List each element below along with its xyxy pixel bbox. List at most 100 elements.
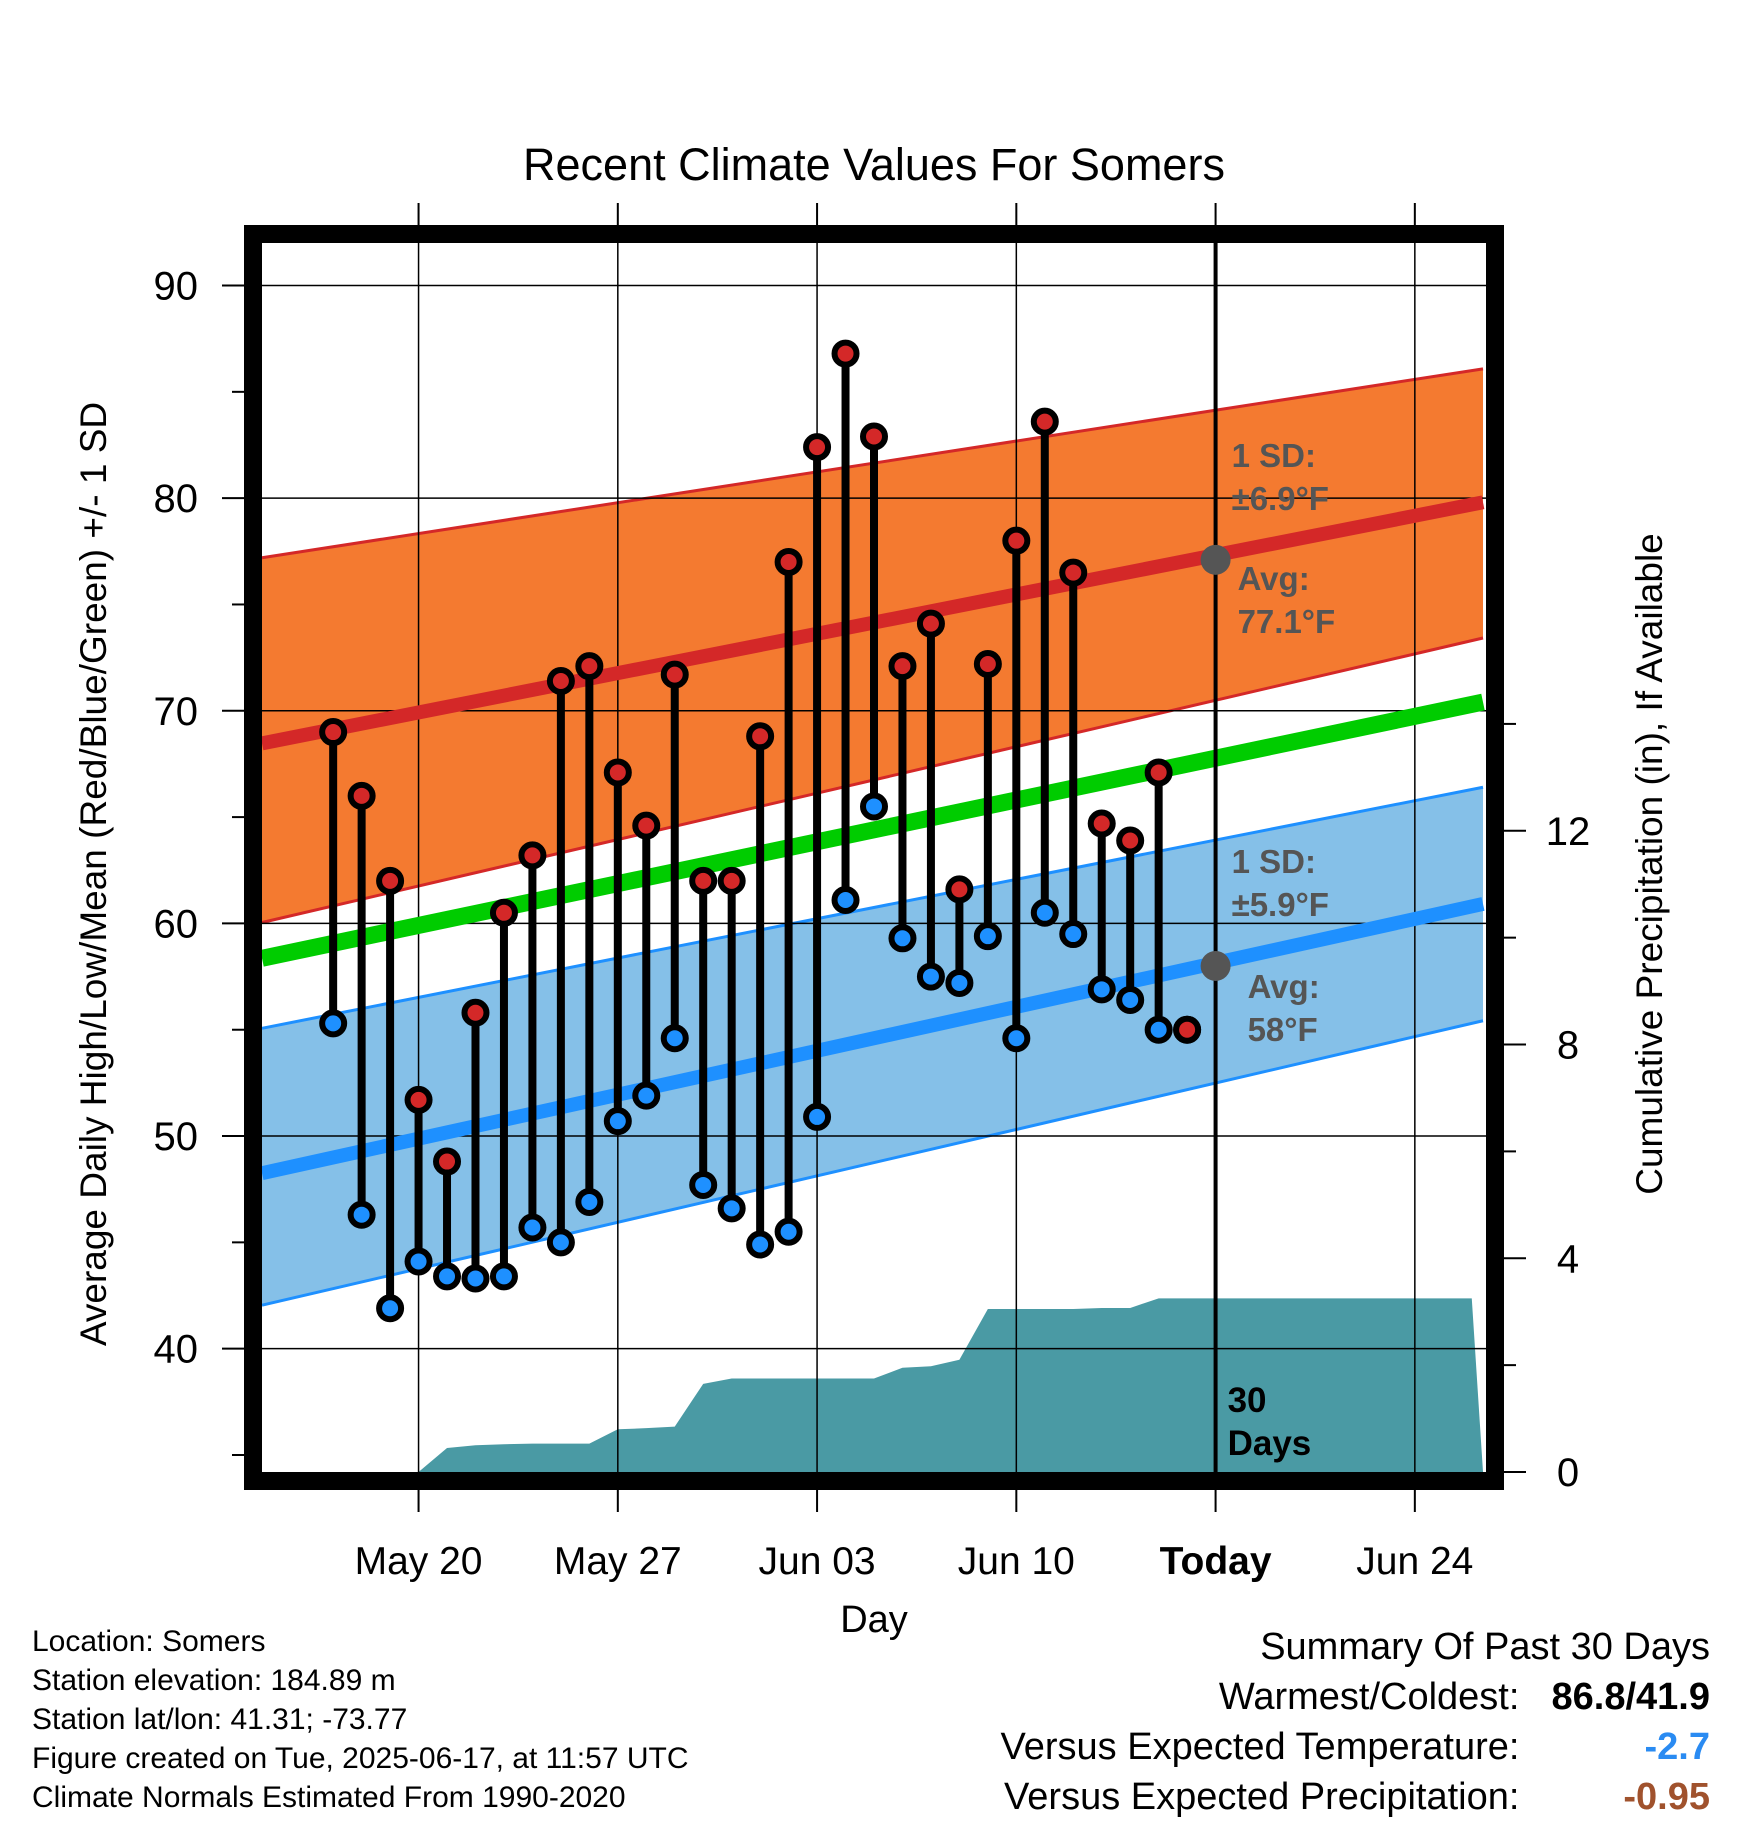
high-sd-value: ±6.9°F [1232, 480, 1329, 517]
y-axis-label: Average Daily High/Low/Mean (Red/Blue/Gr… [73, 402, 114, 1346]
daily-low-point [717, 1194, 746, 1223]
x-axis-label: Day [840, 1599, 908, 1641]
daily-low-point [404, 1247, 433, 1276]
daily-low-point [461, 1264, 490, 1293]
warm-cold-value: 86.8/41.9 [1551, 1676, 1710, 1718]
low-sd-value: ±5.9°F [1232, 886, 1329, 923]
precip-value: -0.95 [1623, 1776, 1710, 1818]
y-tick-label: 80 [154, 477, 199, 521]
daily-low-point [831, 886, 860, 915]
daily-low-point [518, 1213, 547, 1242]
daily-high-point [433, 1147, 462, 1176]
daily-high-point [461, 998, 490, 1027]
daily-high-point [319, 718, 348, 747]
daily-high-point [973, 650, 1002, 679]
low-sd-band-lower-edge [261, 1019, 1484, 1307]
daily-high-point [632, 811, 661, 840]
location-text: Location: Somers [32, 1625, 266, 1658]
y2-tick-label: 12 [1546, 810, 1591, 854]
y2-axis-label: Cumulative Precipitation (in), If Availa… [1629, 533, 1670, 1195]
daily-low-point [1116, 985, 1145, 1014]
daily-low-point [1087, 975, 1116, 1004]
y-tick-label: 90 [154, 265, 199, 309]
daily-low-point [803, 1102, 832, 1131]
daily-high-point [575, 652, 604, 681]
daily-high-point [831, 339, 860, 368]
daily-observations [319, 339, 1202, 1323]
x-tick-label: May 20 [355, 1540, 483, 1583]
low-avg-label: Avg: [1248, 968, 1320, 1005]
daily-high-point [404, 1085, 433, 1114]
today-high-avg-dot [1200, 544, 1231, 575]
daily-high-point [1144, 758, 1173, 787]
elevation-text: Station elevation: 184.89 m [32, 1664, 396, 1697]
daily-high-point [347, 781, 376, 810]
daily-high-point [660, 660, 689, 689]
daily-high-point [518, 841, 547, 870]
daily-low-point [689, 1170, 718, 1199]
summary-warm-cold: Warmest/Coldest: 86.8/41.9 [1001, 1672, 1710, 1722]
low-sd-band [262, 787, 1483, 1306]
high-avg-value: 77.1°F [1238, 603, 1336, 640]
low-sd-label: 1 SD: [1232, 843, 1316, 880]
daily-low-point [860, 792, 888, 821]
daily-high-point [860, 422, 888, 451]
summary-title: Summary Of Past 30 Days [1260, 1626, 1710, 1668]
daily-low-point [746, 1230, 775, 1259]
daily-low-point [1030, 898, 1059, 927]
daily-low-point [347, 1200, 376, 1229]
y-tick-label: 40 [154, 1328, 199, 1372]
daily-high-point [945, 875, 974, 904]
daily-low-point [1059, 920, 1088, 949]
daily-low-point [489, 1262, 518, 1291]
x-tick-label: Jun 24 [1356, 1540, 1473, 1583]
y2-tick-label: 8 [1557, 1024, 1579, 1068]
daily-low-point [319, 1009, 348, 1038]
daily-high-point [1002, 526, 1031, 555]
daily-low-point [1002, 1024, 1031, 1053]
precip-area-shape [262, 1298, 1483, 1472]
temp-value: -2.7 [1644, 1726, 1710, 1768]
precip-label: Versus Expected Precipitation: [1004, 1776, 1520, 1818]
daily-low-point [632, 1081, 661, 1110]
daily-high-point [489, 898, 518, 927]
daily-high-point [888, 652, 917, 681]
plot-frame [244, 225, 1504, 1490]
daily-high-point [376, 866, 405, 895]
y-tick-label: 60 [154, 902, 199, 946]
daily-high-point [746, 722, 775, 751]
daily-low-point [575, 1187, 604, 1216]
x-tick-label: Today [1160, 1540, 1272, 1583]
low-normal-line [260, 897, 1485, 1181]
daily-high-point [1059, 558, 1088, 587]
low-sd-band-upper-edge [261, 785, 1484, 1030]
daily-high-point [603, 758, 632, 787]
daily-high-point [803, 433, 832, 462]
daily-high-point [1030, 407, 1059, 436]
daily-high-point [1116, 826, 1145, 855]
daily-high-point [774, 547, 803, 576]
today-days-number: 30 [1228, 1381, 1267, 1420]
daily-low-point [888, 924, 917, 953]
daily-high-point [1173, 1015, 1202, 1044]
daily-high-point [689, 866, 718, 895]
annotations: 1 SD: ±6.9°F Avg: 77.1°F 1 SD: ±5.9°F Avg: 58°F… [1200, 437, 1336, 1463]
high-avg-label: Avg: [1238, 560, 1310, 597]
station-info: Location: Somers Station elevation: 184.… [32, 1622, 689, 1817]
daily-low-point [433, 1262, 462, 1291]
mean-normal-line [260, 693, 1485, 967]
daily-low-point [916, 962, 945, 991]
y-tick-label: 70 [154, 690, 199, 734]
x-tick-label: May 27 [554, 1540, 682, 1583]
daily-low-point [945, 968, 974, 997]
summary-precip: Versus Expected Precipitation: -0.95 [1001, 1772, 1710, 1822]
daily-low-point [660, 1024, 689, 1053]
created-text: Figure created on Tue, 2025-06-17, at 11… [32, 1742, 689, 1775]
today-low-avg-dot [1200, 950, 1231, 981]
daily-low-point [973, 922, 1002, 951]
today-days-label: Days [1228, 1424, 1312, 1463]
y2-tick-label: 4 [1557, 1237, 1579, 1281]
summary-temp: Versus Expected Temperature: -2.7 [1001, 1722, 1710, 1772]
daily-low-point [603, 1107, 632, 1136]
